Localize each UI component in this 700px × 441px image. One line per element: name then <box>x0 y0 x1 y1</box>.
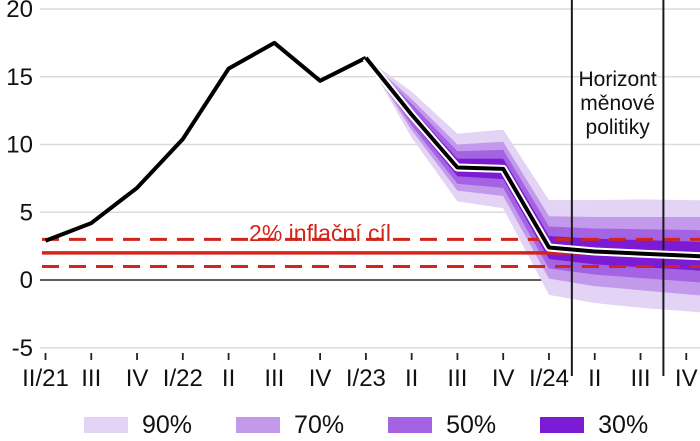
legend-label-90: 90% <box>142 410 193 439</box>
fan-band-30% <box>365 57 700 271</box>
legend-item-90: 90% <box>84 410 193 439</box>
legend-label-30: 30% <box>598 410 649 439</box>
x-axis-label: II <box>405 365 418 392</box>
x-axis-label: IV <box>309 365 332 392</box>
horizon-label-line: Horizont <box>579 68 657 91</box>
inflation-target-label: 2% inflační cíl <box>249 220 391 246</box>
y-axis-label: -5 <box>12 335 33 362</box>
history-line <box>44 40 367 243</box>
y-axis-label: 15 <box>6 64 33 91</box>
y-axis-label: 20 <box>6 0 33 23</box>
legend-label-50: 50% <box>446 410 497 439</box>
x-axis-label: II/21 <box>22 365 69 392</box>
legend-swatch-30 <box>540 417 585 433</box>
x-axis-label: IV <box>492 365 515 392</box>
legend-item-50: 50% <box>388 410 497 439</box>
x-axis-label: III <box>81 365 101 392</box>
x-axis-label: IV <box>126 365 149 392</box>
y-axis-label: 5 <box>20 199 33 226</box>
x-axis-label: III <box>631 365 651 392</box>
x-axis-label: I/24 <box>529 365 569 392</box>
x-axis-label: I/23 <box>346 365 386 392</box>
horizon-label-line: měnové <box>580 92 655 115</box>
legend-label-70: 70% <box>294 410 345 439</box>
y-axis-label: 0 <box>20 267 33 294</box>
fan-legend: 90% 70% 50% 30% <box>0 409 700 441</box>
x-axis-label: III <box>264 365 284 392</box>
legend-swatch-50 <box>388 417 433 433</box>
legend-item-70: 70% <box>236 410 345 439</box>
legend-swatch-70 <box>236 417 281 433</box>
forecast-line <box>364 56 700 259</box>
x-axis-label: III <box>447 365 467 392</box>
y-axis-label: 10 <box>6 132 33 159</box>
legend-item-30: 30% <box>540 410 649 439</box>
x-axis-label: II <box>588 365 601 392</box>
x-axis-label: IV <box>675 365 698 392</box>
horizon-label-line: politiky <box>586 116 651 139</box>
legend-swatch-90 <box>84 417 128 433</box>
x-axis-label: II <box>222 365 235 392</box>
x-axis-label: I/22 <box>163 365 203 392</box>
